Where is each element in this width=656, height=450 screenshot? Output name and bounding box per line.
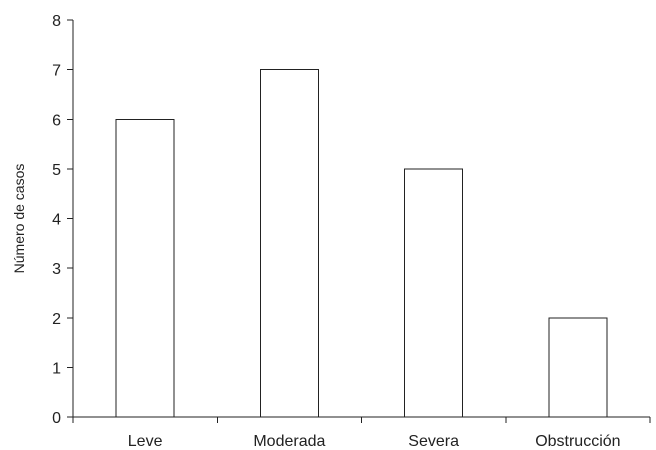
y-axis-title: Número de casos: [11, 164, 27, 274]
y-tick-label: 0: [52, 410, 61, 427]
x-axis-ticks: Leve Moderada Severa Obstrucción: [72, 417, 651, 450]
x-category-label: Leve: [128, 433, 163, 450]
y-tick-label: 6: [52, 112, 61, 129]
bar-severa: [404, 168, 464, 418]
y-tick-label: 1: [52, 360, 61, 377]
y-tick-label: 3: [52, 261, 61, 278]
x-category-label: Moderada: [253, 433, 325, 450]
y-axis-ticks: 0 1 2 3 4 5 6 7 8: [52, 13, 73, 427]
y-tick-label: 8: [52, 13, 61, 30]
x-category-label: Obstrucción: [535, 433, 620, 450]
bar-obstrucci-n: [548, 317, 608, 418]
bar-leve: [115, 118, 175, 418]
bar-moderada: [259, 69, 319, 418]
bar-series: [115, 69, 608, 418]
y-tick-label: 5: [52, 162, 61, 179]
y-tick-label: 2: [52, 311, 61, 328]
x-category-label: Severa: [408, 433, 459, 450]
y-tick-label: 4: [52, 212, 61, 229]
y-tick-label: 7: [52, 63, 61, 80]
